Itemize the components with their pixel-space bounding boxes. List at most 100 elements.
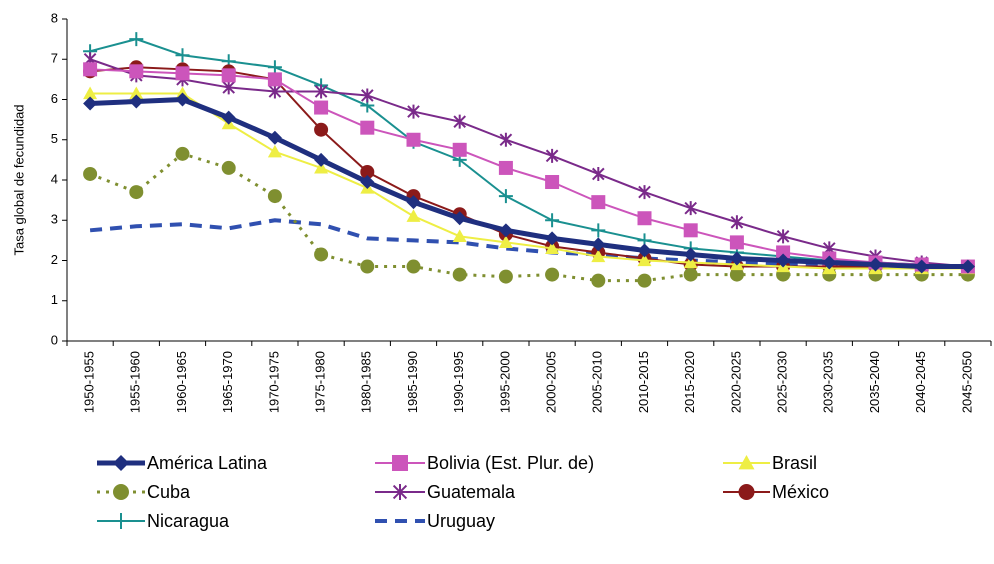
marker <box>267 144 282 158</box>
y-tick-label: 4 <box>51 171 58 186</box>
x-tick-label: 2005-2010 <box>590 351 605 413</box>
marker <box>268 84 282 99</box>
y-tick-label: 0 <box>51 332 58 347</box>
marker <box>406 132 421 147</box>
marker <box>83 166 98 181</box>
x-tick-label: 2020-2025 <box>728 351 743 413</box>
marker <box>129 185 144 200</box>
series <box>83 92 975 274</box>
marker <box>360 164 375 179</box>
x-tick-label: 1980-1985 <box>359 351 374 413</box>
legend-label: México <box>772 482 829 502</box>
x-tick-label: 1955-1960 <box>128 351 143 413</box>
y-tick-label: 6 <box>51 91 58 106</box>
marker <box>314 152 329 167</box>
marker <box>314 84 328 99</box>
x-tick-label: 1990-1995 <box>451 351 466 413</box>
marker <box>545 213 560 228</box>
marker <box>175 66 190 81</box>
marker <box>591 273 606 288</box>
series <box>83 62 975 274</box>
marker <box>730 215 744 230</box>
x-tick-label: 1975-1980 <box>313 351 328 413</box>
marker <box>683 267 698 282</box>
legend-item: Uruguay <box>375 511 495 531</box>
marker <box>314 247 329 262</box>
marker <box>360 175 375 190</box>
marker <box>222 80 236 95</box>
marker <box>638 185 651 200</box>
line <box>89 152 968 283</box>
line <box>89 58 968 268</box>
marker <box>406 259 421 274</box>
series <box>83 32 975 274</box>
marker <box>776 245 791 260</box>
x-tick-label: 1960-1965 <box>174 351 189 413</box>
x-tick-label: 2030-2035 <box>821 351 836 413</box>
marker <box>591 166 605 181</box>
marker <box>360 120 375 135</box>
legend-item: Cuba <box>97 482 191 502</box>
marker <box>129 94 144 109</box>
marker <box>683 255 698 269</box>
marker <box>545 148 559 163</box>
x-tick-label: 2035-2040 <box>867 351 882 413</box>
legend-marker <box>113 513 129 529</box>
legend-marker <box>392 484 408 500</box>
marker <box>960 259 975 274</box>
legend-item: México <box>723 482 829 502</box>
legend-item: América Latina <box>97 453 268 473</box>
marker <box>83 86 98 100</box>
marker <box>545 231 560 246</box>
marker <box>407 104 420 119</box>
line <box>90 68 968 268</box>
x-tick-label: 1995-2000 <box>497 351 512 413</box>
marker <box>498 269 513 284</box>
legend-item: Nicaragua <box>97 511 230 531</box>
y-axis-label: Tasa global de fecundidad <box>11 104 26 255</box>
marker <box>914 259 929 274</box>
marker <box>175 48 190 63</box>
marker <box>221 160 236 175</box>
y-tick-label: 1 <box>51 292 58 307</box>
marker <box>591 223 606 238</box>
marker <box>545 175 560 190</box>
marker <box>498 223 513 238</box>
marker <box>129 32 144 47</box>
x-tick-label: 2010-2015 <box>636 351 651 413</box>
marker <box>83 96 98 111</box>
legend-label: Guatemala <box>427 482 516 502</box>
marker <box>360 88 374 103</box>
series <box>83 60 975 274</box>
marker <box>591 195 606 210</box>
marker <box>221 110 236 125</box>
marker <box>314 122 329 137</box>
marker <box>498 189 513 204</box>
x-tick-label: 2045-2050 <box>959 351 974 413</box>
legend-label: Brasil <box>772 453 817 473</box>
marker <box>776 253 791 268</box>
marker <box>453 114 467 129</box>
line <box>89 97 968 270</box>
marker <box>129 64 144 79</box>
line <box>89 218 968 269</box>
marker <box>452 229 467 242</box>
series <box>83 146 975 288</box>
x-tick-label: 2025-2030 <box>775 351 790 413</box>
legend-marker <box>738 455 755 470</box>
legend-label: Bolivia (Est. Plur. de) <box>427 453 594 473</box>
marker <box>637 253 652 267</box>
x-tick-label: 1970-1975 <box>266 351 281 413</box>
legend-label: Cuba <box>147 482 191 502</box>
marker <box>129 86 144 100</box>
legend-item: Brasil <box>723 453 817 473</box>
marker <box>83 62 98 77</box>
legend-label: Uruguay <box>427 511 495 531</box>
y-tick-label: 3 <box>51 212 58 227</box>
series <box>83 52 975 274</box>
marker <box>314 160 329 174</box>
marker <box>729 235 744 250</box>
series <box>89 218 968 269</box>
y-tick-label: 7 <box>51 51 58 66</box>
